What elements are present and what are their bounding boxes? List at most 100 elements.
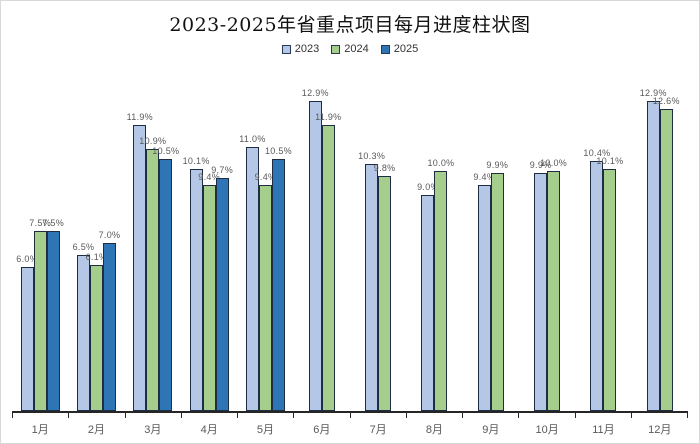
category-label-5月: 5月 [256,424,275,436]
bar-group-11月: 10.4% 10.1% [575,148,631,411]
bar-group-12月: 12.9% 12.6% [632,88,688,411]
bar-2025-3月 [159,159,173,411]
category-label-4月: 4月 [200,424,218,436]
axis-tick [237,413,293,418]
data-label-2024-12月: 12.6% [652,95,680,106]
data-label-2023-2月: 6.5% [72,242,95,252]
bar-2024-4月 [202,185,216,411]
chart-body: 6.0% 7.5% 7.5% 6.5% 6.1% 7.0% 11.9% 10.9% 10.5% 1… [12,59,688,437]
bar-wrap: 10.5% [265,146,292,411]
bar-2023-2月 [76,255,90,411]
data-label-2023-1月: 6.0% [16,254,39,264]
bar-2025-5月 [271,159,285,411]
bar-wrap: 11.9% [127,112,153,411]
data-label-2024-8月: 10.0% [427,158,455,168]
x-axis-labels: 1月 2月 3月 4月 5月 6月 7月 8月 9月 10月 11月 12月 [12,418,688,437]
data-label-2024-2月: 6.1% [85,251,108,262]
bar-2024-7月 [378,175,392,411]
bar-wrap: 6.1% [86,252,107,411]
bar-2024-12月 [659,108,673,411]
axis-tick [124,413,181,418]
data-label-2024-4月: 9.4% [198,172,220,183]
legend-item-2023: 2023 [281,43,319,55]
data-label-2025-1月: 7.5% [42,218,65,228]
legend-label: 2024 [344,43,369,55]
bar-wrap: 7.0% [99,230,120,411]
bar-2024-2月 [89,264,103,411]
bar-2024-5月 [258,185,272,411]
bar-wrap: 9.8% [374,163,395,411]
data-label-2024-5月: 9.4% [254,172,277,183]
bar-wrap: 10.0% [540,158,567,411]
category-label-2月: 2月 [87,424,106,436]
bar-2024-10月 [547,171,561,411]
bar-2024-9月 [490,173,504,411]
data-label-2024-1月: 7.5% [29,218,52,228]
data-label-2023-7月: 10.3% [358,150,386,161]
axis-tick [518,413,574,418]
legend-label: 2025 [393,43,419,55]
bar-2023-10月 [534,173,548,411]
bar-2024-6月 [321,125,335,411]
legend-item-2024: 2024 [331,43,369,55]
bar-wrap: 9.4% [198,172,220,411]
bar-wrap: 11.9% [315,112,341,411]
bar-wrap: 9.4% [255,172,276,411]
bar-2023-3月 [133,125,147,411]
bar-group-1月: 6.0% 7.5% 7.5% [12,218,68,411]
bar-wrap: 7.5% [42,218,64,411]
bar-2023-8月 [421,195,435,411]
category-label-3月: 3月 [144,424,162,436]
category-label-8月: 8月 [425,424,444,436]
data-label-2023-10月: 9.9% [529,160,552,171]
bar-2023-4月 [189,168,203,411]
data-label-2025-2月: 7.0% [98,230,121,240]
bar-wrap: 10.5% [152,146,179,411]
bar-2023-6月 [308,101,322,411]
bar-wrap: 10.4% [583,148,610,411]
category-label-6月: 6月 [313,424,331,436]
bar-wrap: 10.1% [596,156,623,411]
bar-2023-12月 [646,101,660,411]
category-label-7月: 7月 [369,424,387,436]
data-label-2024-7月: 9.8% [373,162,396,173]
data-label-2025-3月: 10.5% [152,146,180,156]
bar-2023-9月 [477,185,491,411]
legend-swatch-2023 [281,44,291,54]
bar-2023-1月 [20,267,34,411]
bar-group-7月: 10.3% 9.8% [350,151,406,411]
bar-2024-1月 [33,231,47,411]
x-axis [12,411,688,418]
bar-group-2月: 6.5% 6.1% 7.0% [68,230,124,411]
bar-wrap: 9.9% [530,160,551,411]
chart-legend: 2023 2024 2025 [1,39,699,59]
axis-tick [462,413,518,418]
legend-swatch-2024 [331,44,341,54]
axis-tick [12,413,68,418]
data-label-2023-5月: 11.0% [239,134,266,144]
category-label-9月: 9月 [482,424,500,436]
bar-wrap: 9.7% [211,165,233,411]
data-label-2023-3月: 11.9% [126,112,153,123]
bar-2025-1月 [46,231,60,411]
bar-wrap: 10.0% [427,158,454,411]
data-label-2025-4月: 9.7% [211,165,233,176]
data-label-2023-11月: 10.4% [583,148,611,159]
data-label-2023-8月: 9.0% [417,182,439,192]
bar-2023-5月 [245,147,259,411]
bar-wrap: 6.5% [73,242,94,411]
bar-wrap: 10.3% [358,151,385,411]
axis-tick [630,413,687,418]
bar-group-8月: 9.0% 10.0% [406,158,462,411]
bar-group-10月: 9.9% 10.0% [519,158,575,411]
bar-2023-7月 [365,163,379,411]
category-label-10月: 10月 [535,424,559,436]
data-label-2023-4月: 10.1% [182,155,210,166]
bar-wrap: 10.9% [139,136,166,411]
axis-tick [405,413,462,418]
data-label-2023-9月: 9.4% [473,172,496,183]
axis-tick [293,413,349,418]
bar-2025-2月 [102,243,116,411]
bar-2023-11月 [590,161,604,411]
bar-wrap: 12.9% [640,88,666,411]
